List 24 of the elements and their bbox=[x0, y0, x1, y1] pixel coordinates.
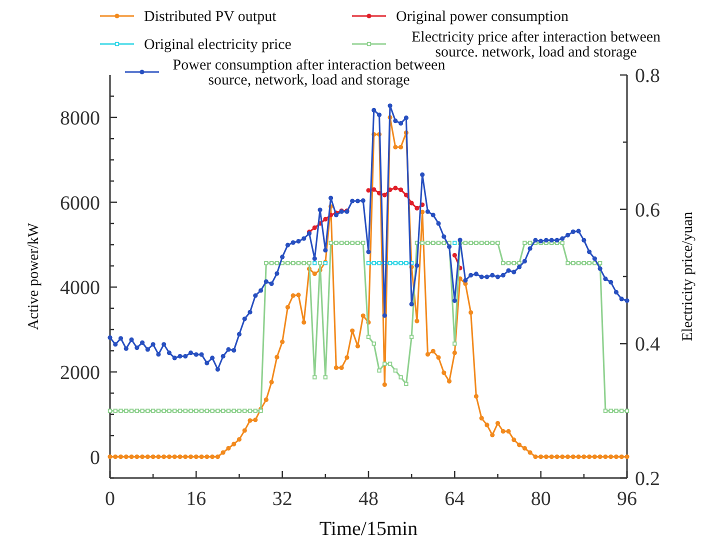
x-tick-label: 16 bbox=[186, 488, 206, 510]
x-tick-label: 64 bbox=[444, 488, 465, 510]
legend-label: Electricity price after interaction between source. network, load and storage bbox=[411, 30, 662, 60]
y2-tick-label: 0.2 bbox=[635, 468, 660, 490]
y2-tick-label: 0.8 bbox=[635, 65, 660, 87]
y-tick-label: 4000 bbox=[60, 277, 100, 300]
x-axis-title: Time/15min bbox=[319, 518, 418, 540]
x-tick-label: 96 bbox=[617, 488, 637, 510]
y2-tick-label: 0.6 bbox=[635, 199, 660, 222]
y-tick-label: 2000 bbox=[60, 362, 100, 384]
y-tick-label: 6000 bbox=[60, 192, 100, 214]
x-tick-label: 48 bbox=[358, 488, 378, 510]
y2-tick-label: 0.4 bbox=[635, 334, 660, 356]
legend-label: Distributed PV output bbox=[144, 9, 278, 25]
y-axis-title: Active power/kW bbox=[26, 222, 42, 330]
legend-label: Original power consumption bbox=[396, 9, 569, 25]
x-tick-label: 0 bbox=[105, 488, 115, 510]
y2-axis-title: Electricity price/yuan bbox=[680, 211, 696, 342]
x-tick-label: 32 bbox=[272, 488, 292, 510]
y-tick-label: 8000 bbox=[60, 107, 100, 130]
legend-label: Original electricity price bbox=[144, 37, 292, 53]
y-tick-label: 0 bbox=[90, 446, 100, 469]
x-tick-label: 80 bbox=[530, 488, 551, 510]
legend-label: Power consumption after interaction between source, network, load and storage bbox=[172, 58, 446, 88]
